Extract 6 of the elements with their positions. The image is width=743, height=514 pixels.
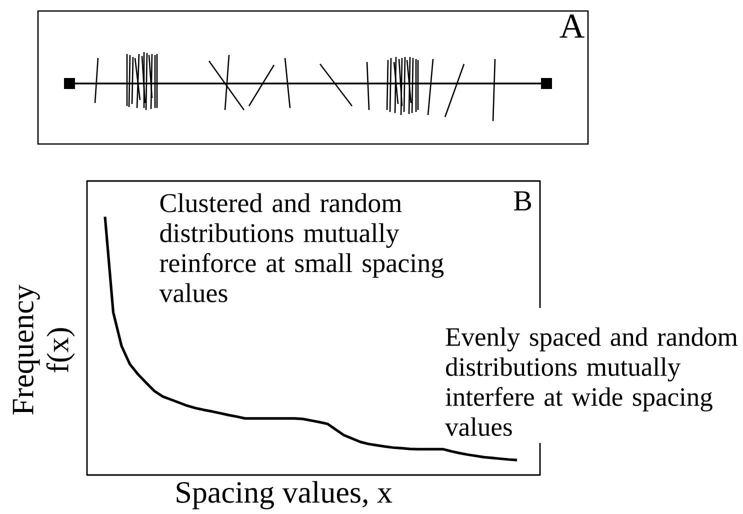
chart-title: B — [514, 191, 532, 210]
y-axis-title: Frequency f(x) — [12, 284, 75, 415]
annotation: Evenly spaced and random distributions mutually interfere at wide spacing values — [445, 327, 738, 436]
text: A — [560, 14, 584, 38]
x-axis-title: Spacing values, x — [176, 481, 392, 510]
annotation: Clustered and random distributions mutually reinforce at small spacing values — [159, 193, 444, 302]
